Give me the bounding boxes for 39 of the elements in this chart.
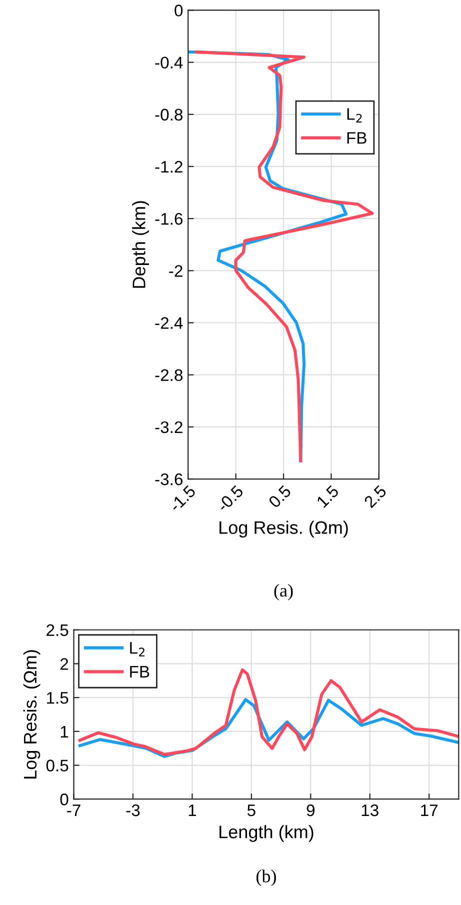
- x-tick-label: -3: [126, 804, 140, 816]
- y-tick-label: 1.5: [47, 692, 68, 704]
- x-tick-label: 17: [421, 804, 438, 816]
- y-tick-label: -0.4: [155, 56, 183, 69]
- y-tick-label: 2: [60, 658, 68, 670]
- x-tick-label: 13: [362, 804, 378, 816]
- y-tick-label: 0: [174, 4, 183, 16]
- y-tick-label: -1.6: [155, 212, 182, 225]
- line-series: [78, 668, 459, 756]
- x-axis-title: Log Resis. (Ωm): [220, 520, 348, 538]
- x-tick-label: 5: [247, 804, 256, 816]
- x-tick-label: 2.5: [363, 484, 388, 508]
- x-axis-title: Length (km): [220, 825, 314, 842]
- y-tick-label: -2.8: [155, 369, 183, 382]
- y-tick-label: -3.2: [155, 421, 182, 434]
- y-tick-label: -0.8: [155, 108, 183, 121]
- text: (b): [256, 870, 276, 886]
- y-tick-label: -2: [169, 265, 182, 277]
- legend-label: L$_{2}$: [130, 642, 144, 656]
- y-tick-label: -1.2: [155, 160, 182, 173]
- x-tick-label: 1.5: [316, 484, 340, 508]
- x-tick-label: -1.5: [168, 484, 196, 512]
- x-tick-label: -0.5: [216, 484, 244, 512]
- legend-label: FB: [347, 132, 366, 144]
- x-tick-label: 0.5: [268, 484, 292, 508]
- legend-label: L$_{2}$: [347, 108, 362, 122]
- x-tick-label: -7: [67, 804, 80, 816]
- legend-label: FB: [130, 666, 150, 678]
- y-tick-label: 1: [60, 726, 68, 738]
- y-axis-title: Log Resis. (Ωm): [23, 650, 40, 778]
- y-tick-label: 0.5: [46, 760, 68, 772]
- x-tick-label: 9: [306, 804, 314, 816]
- y-tick-label: 2.5: [46, 624, 68, 636]
- y-axis-title: Depth (km): [132, 201, 149, 288]
- text: (a): [274, 584, 293, 600]
- y-tick-label: -3.6: [155, 473, 182, 486]
- y-tick-label: -2.4: [155, 317, 183, 329]
- y-tick-label: 0: [60, 794, 68, 806]
- x-tick-label: 1: [188, 804, 196, 816]
